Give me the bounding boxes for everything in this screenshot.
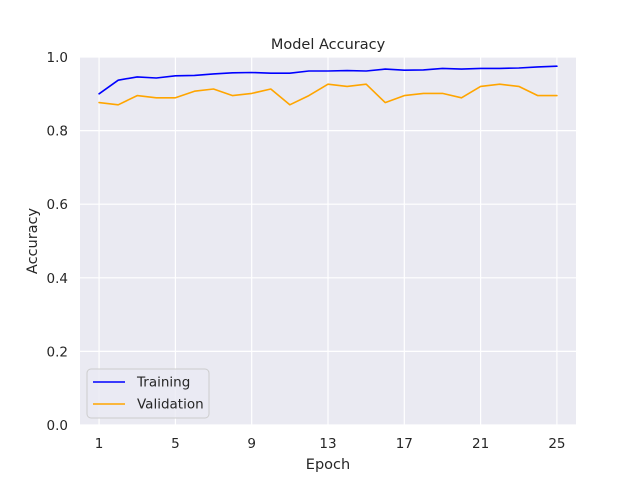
y-tick-label: 0.0 [47,418,68,434]
x-tick-label: 25 [548,436,565,452]
y-tick-label: 0.6 [47,197,68,213]
y-tick-label: 0.2 [47,344,68,360]
y-tick-label: 0.4 [47,271,68,287]
y-axis-label: Accuracy [25,207,41,274]
series-layer [98,65,558,106]
series-line-training [98,65,558,95]
x-tick-label: 13 [319,436,336,452]
x-tick-label: 1 [95,436,104,452]
chart-title: Model Accuracy [271,37,386,53]
x-tick-label: 17 [396,436,413,452]
x-tick-label: 9 [247,436,256,452]
x-tick-label: 5 [171,436,180,452]
y-tick-label: 1.0 [47,50,68,66]
legend-label-validation: Validation [137,397,204,413]
tick-labels: 0.0 0.2 0.4 0.6 0.8 1.0 1 5 9 13 17 21 25 [47,50,566,452]
y-tick-label: 0.8 [47,124,68,140]
x-tick-label: 21 [472,436,489,452]
x-axis-label: Epoch [306,457,350,473]
legend: Training Validation [86,368,210,419]
series-line-validation [98,83,558,106]
grid-lines [80,56,576,426]
legend-label-training: Training [136,375,190,391]
